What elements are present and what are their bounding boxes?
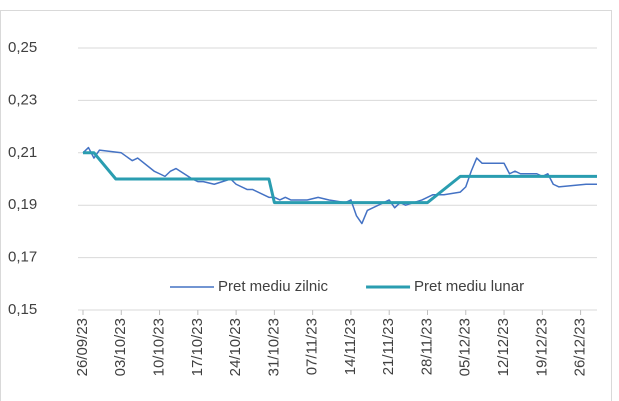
legend-label: Pret mediu lunar <box>414 278 524 295</box>
y-tick-label: 0,17 <box>8 249 37 266</box>
x-tick-label: 10/10/23 <box>151 318 168 376</box>
y-tick-label: 0,19 <box>8 196 37 213</box>
x-tick-label: 19/12/23 <box>533 318 550 376</box>
legend-label: Pret mediu zilnic <box>218 278 329 295</box>
x-tick-label: 12/12/23 <box>495 318 512 376</box>
y-tick-label: 0,21 <box>8 144 37 161</box>
x-tick-label: 31/10/23 <box>265 318 282 376</box>
x-tick-label: 05/12/23 <box>457 318 474 376</box>
series-line <box>83 151 597 205</box>
x-tick-label: 24/10/23 <box>227 318 244 376</box>
x-tick-label: 07/11/23 <box>304 318 321 375</box>
x-tick-label: 26/09/23 <box>74 318 91 376</box>
y-tick-label: 0,25 <box>8 39 37 56</box>
x-tick-label: 17/10/23 <box>189 318 206 376</box>
y-tick-label: 0,23 <box>8 91 37 108</box>
chart-frame <box>0 10 612 401</box>
x-tick-label: 03/10/23 <box>112 318 129 376</box>
x-tick-label: 26/12/23 <box>572 318 589 376</box>
series-line <box>82 146 597 225</box>
y-tick-label: 0,15 <box>8 301 37 318</box>
x-tick-label: 14/11/23 <box>342 318 359 375</box>
x-tick-label: 28/11/23 <box>418 318 435 375</box>
x-tick-label: 21/11/23 <box>380 318 397 375</box>
